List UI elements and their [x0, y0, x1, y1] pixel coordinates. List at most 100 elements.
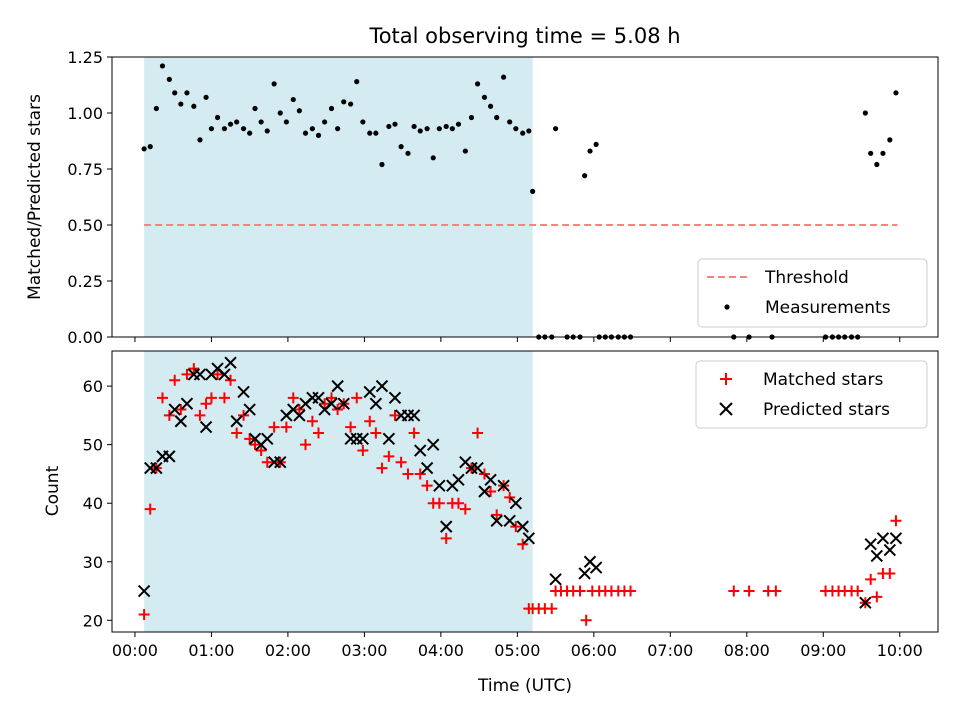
predicted-star-point — [218, 368, 231, 381]
matched-star-point — [376, 462, 388, 474]
measurement-point — [354, 79, 360, 85]
bottom-plot-frame — [111, 350, 939, 633]
y-tick-label: 0.25 — [67, 272, 103, 291]
measurement-point — [455, 121, 462, 127]
measurement-point — [191, 103, 197, 109]
predicted-star-point — [883, 543, 897, 557]
matched-star-point — [268, 421, 280, 433]
measurement-point — [147, 144, 153, 150]
matched-star-point — [452, 497, 464, 509]
measurement-point — [166, 76, 172, 82]
matched-star-point — [625, 585, 637, 597]
predicted-star-point — [274, 456, 287, 469]
measurement-point — [893, 90, 899, 96]
matched-star-point — [244, 433, 256, 445]
matched-star-point — [504, 491, 516, 503]
measurement-point — [335, 126, 341, 132]
matched-star-point — [890, 515, 902, 527]
matched-star-point — [351, 392, 363, 404]
x-tick-label: 09:00 — [800, 641, 846, 660]
top-panel: 0.00 0.25 0.50 0.75 1.00 1.25 Total observing… — [25, 24, 939, 347]
predicted-star-point — [440, 520, 453, 533]
measurement-point — [379, 161, 385, 168]
matched-star-point — [225, 374, 237, 386]
measurement-point — [309, 126, 315, 132]
measurement-point — [159, 63, 166, 69]
predicted-star-point — [870, 549, 884, 563]
matched-star-point — [313, 427, 324, 439]
predicted-star-point — [261, 432, 274, 446]
x-tick-label: 02:00 — [265, 641, 311, 660]
matched-star-point — [238, 409, 250, 421]
matched-star-point — [287, 392, 299, 404]
matched-star-point — [200, 398, 212, 410]
measurement-point — [411, 123, 417, 130]
measurement-point — [462, 148, 468, 154]
matched-star-point — [871, 591, 883, 603]
matched-star-point — [546, 603, 558, 615]
measurement-point — [526, 128, 532, 134]
predicted-star-point — [509, 497, 523, 510]
chart-title: Total observing time = 5.08 h — [368, 24, 680, 48]
x-tick-label: 04:00 — [418, 641, 464, 660]
predicted-star-point — [293, 409, 306, 422]
x-tick-label: 05:00 — [494, 641, 540, 660]
matched-star-point — [212, 368, 224, 380]
measurement-point — [271, 81, 277, 87]
x-tick-label: 00:00 — [112, 641, 158, 660]
measurement-point — [283, 119, 289, 125]
predicted-star-point — [174, 415, 188, 428]
measurement-point — [178, 101, 184, 107]
measurement-point — [474, 81, 481, 87]
y-tick-label: 30 — [83, 553, 103, 572]
measurement-point — [221, 126, 228, 132]
y-tick-label: 1.25 — [67, 48, 103, 67]
matched-star-point — [345, 421, 357, 433]
measurement-point — [552, 126, 559, 132]
matched-star-point — [433, 497, 445, 509]
matched-star-point — [402, 468, 414, 480]
measurement-point — [582, 173, 588, 179]
measurement-point — [234, 119, 240, 125]
measurement-point — [500, 74, 507, 80]
bottom-x-axis-ticks: 00:00 01:00 02:00 03:00 04:00 05:00 06:00 07:00… — [112, 632, 923, 660]
matched-star-point — [138, 608, 150, 620]
predicted-star-point — [876, 532, 890, 545]
predicted-star-point — [497, 479, 510, 492]
measurement-point — [398, 144, 404, 150]
matched-star-point — [175, 404, 187, 416]
matched-star-point — [421, 480, 433, 492]
measurement-point — [373, 130, 379, 136]
measurement-point — [443, 123, 449, 130]
bottom-y-axis-ticks: 20 30 40 50 60 — [83, 377, 112, 630]
legend-measurements-label: Measurements — [765, 298, 891, 318]
predicted-star-point — [503, 514, 516, 527]
predicted-star-point — [337, 397, 350, 410]
matched-star-point — [144, 503, 156, 515]
y-tick-label: 50 — [83, 436, 103, 455]
x-tick-label: 08:00 — [724, 641, 770, 660]
measurement-point — [417, 128, 423, 134]
top-y-axis-label: Matched/Predicted stars — [25, 94, 45, 300]
measurement-point — [430, 155, 436, 161]
predicted-star-point — [414, 444, 427, 457]
matched-star-point — [332, 404, 344, 416]
measurement-point — [405, 150, 411, 156]
measurement-point — [449, 126, 455, 132]
predicted-star-point — [325, 397, 338, 410]
matched-star-point — [231, 427, 243, 439]
matched-star-point — [408, 427, 420, 439]
predicted-star-point — [478, 485, 491, 498]
matched-star-point — [485, 486, 497, 497]
legend-predicted-swatch — [719, 402, 733, 416]
measurement-point — [481, 94, 488, 100]
predicted-star-point — [420, 461, 434, 475]
y-tick-label: 1.00 — [67, 104, 103, 123]
bottom-y-axis-label: Count — [43, 465, 63, 516]
measurement-point — [328, 105, 335, 112]
measurement-point — [862, 110, 868, 116]
predicted-star-point — [427, 438, 440, 451]
y-tick-label: 0.75 — [67, 160, 103, 179]
measurement-point — [341, 99, 347, 105]
matched-star-point — [370, 427, 382, 439]
